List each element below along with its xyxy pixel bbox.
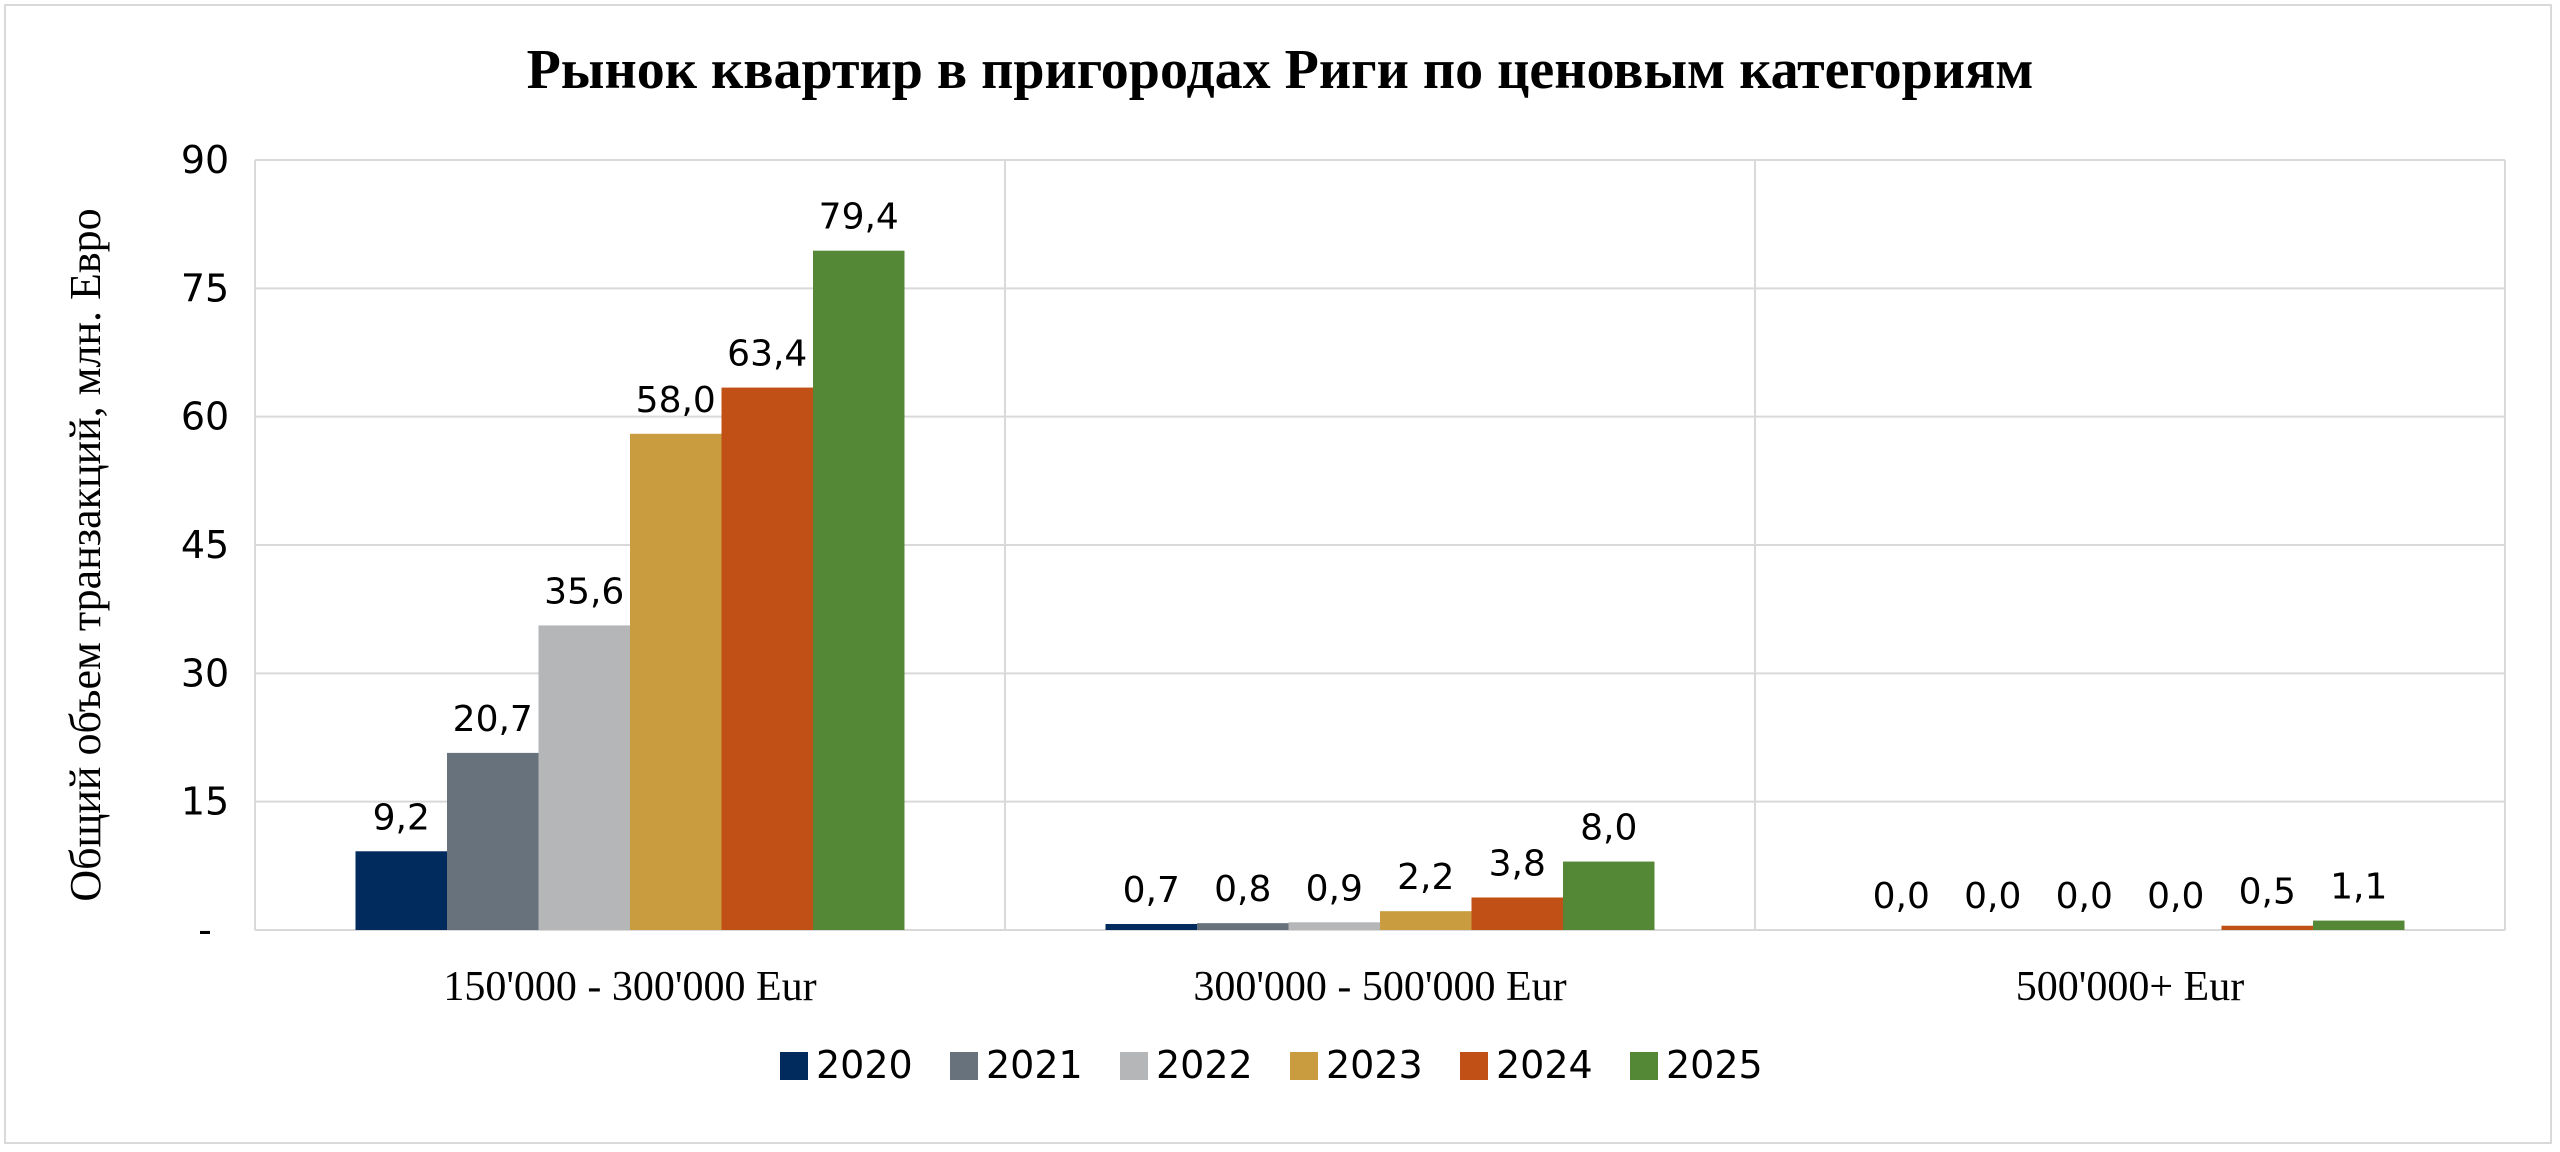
data-label-2021-cat-3: 0,0 — [1964, 876, 2021, 917]
y-axis-ticks: - 15 30 45 60 75 90 — [181, 138, 229, 952]
legend-label-2021: 2021 — [986, 1043, 1083, 1087]
data-label-2020-cat-1: 9,2 — [373, 797, 430, 838]
data-label-2020-cat-2: 0,7 — [1123, 870, 1180, 911]
data-label-2023-cat-3: 0,0 — [2147, 876, 2204, 917]
bars — [355, 250, 2405, 931]
bar-2021-cat-2 — [1197, 923, 1289, 930]
bar-2024-cat-1 — [721, 387, 813, 931]
y-tick-label: 30 — [181, 651, 229, 695]
bar-2022-cat-2 — [1288, 922, 1380, 930]
data-label-2025-cat-3: 1,1 — [2330, 867, 2387, 908]
y-tick-label: 75 — [181, 266, 229, 310]
y-tick-label: 90 — [181, 138, 229, 182]
bar-2023-cat-2 — [1380, 911, 1472, 930]
bar-2021-cat-1 — [447, 752, 539, 930]
data-label-2024-cat-1: 63,4 — [727, 334, 807, 375]
bar-2020-cat-1 — [355, 851, 447, 930]
data-label-2022-cat-1: 35,6 — [544, 571, 624, 612]
chart-title: Рынок квартир в пригородах Риги по ценов… — [527, 39, 2034, 101]
bar-2025-cat-3 — [2313, 920, 2405, 930]
bar-2024-cat-3 — [2221, 925, 2313, 930]
data-label-2024-cat-2: 3,8 — [1489, 843, 1546, 884]
data-label-2022-cat-2: 0,9 — [1306, 868, 1363, 909]
y-tick-label: - — [198, 908, 212, 952]
legend-swatch-2024 — [1460, 1052, 1488, 1080]
legend-label-2020: 2020 — [816, 1043, 913, 1087]
category-label: 300'000 - 500'000 Eur — [1193, 964, 1566, 1010]
data-label-2025-cat-2: 8,0 — [1580, 808, 1637, 849]
legend-swatch-2020 — [780, 1052, 808, 1080]
bar-2025-cat-2 — [1563, 861, 1655, 930]
y-tick-label: 15 — [181, 780, 229, 824]
data-label-2025-cat-1: 79,4 — [819, 197, 899, 238]
legend-label-2023: 2023 — [1326, 1043, 1423, 1087]
legend-label-2022: 2022 — [1156, 1043, 1253, 1087]
data-labels: 9,2 20,7 35,6 58,0 63,4 79,4 0,7 0,8 0,9 2,2 3,8 8,… — [373, 197, 2388, 917]
category-labels: 150'000 - 300'000 Eur 300'000 - 500'000 E… — [443, 964, 2244, 1010]
y-tick-label: 45 — [181, 523, 229, 567]
legend-swatch-2021 — [950, 1052, 978, 1080]
y-axis-label: Общий объем транзакций, млн. Евро — [61, 208, 110, 901]
bar-2022-cat-1 — [538, 625, 630, 930]
legend-label-2025: 2025 — [1666, 1043, 1763, 1087]
data-label-2023-cat-2: 2,2 — [1397, 857, 1454, 898]
bar-2024-cat-2 — [1471, 897, 1563, 930]
data-label-2024-cat-3: 0,5 — [2239, 872, 2296, 913]
data-label-2021-cat-2: 0,8 — [1214, 869, 1271, 910]
category-label: 500'000+ Eur — [2016, 964, 2244, 1010]
legend-swatch-2023 — [1290, 1052, 1318, 1080]
legend-label-2024: 2024 — [1496, 1043, 1593, 1087]
legend-swatch-2025 — [1630, 1052, 1658, 1080]
legend-swatch-2022 — [1120, 1052, 1148, 1080]
legend: 2020 2021 2022 2023 2024 2025 — [780, 1043, 1763, 1087]
bar-2023-cat-1 — [630, 433, 722, 930]
chart-frame — [4, 4, 2552, 1144]
bar-2025-cat-1 — [813, 250, 905, 930]
data-label-2023-cat-1: 58,0 — [636, 380, 716, 421]
data-label-2022-cat-3: 0,0 — [2056, 876, 2113, 917]
data-label-2020-cat-3: 0,0 — [1873, 876, 1930, 917]
bar-2020-cat-2 — [1105, 924, 1197, 930]
category-label: 150'000 - 300'000 Eur — [443, 964, 816, 1010]
data-label-2021-cat-1: 20,7 — [453, 699, 533, 740]
y-tick-label: 60 — [181, 395, 229, 439]
